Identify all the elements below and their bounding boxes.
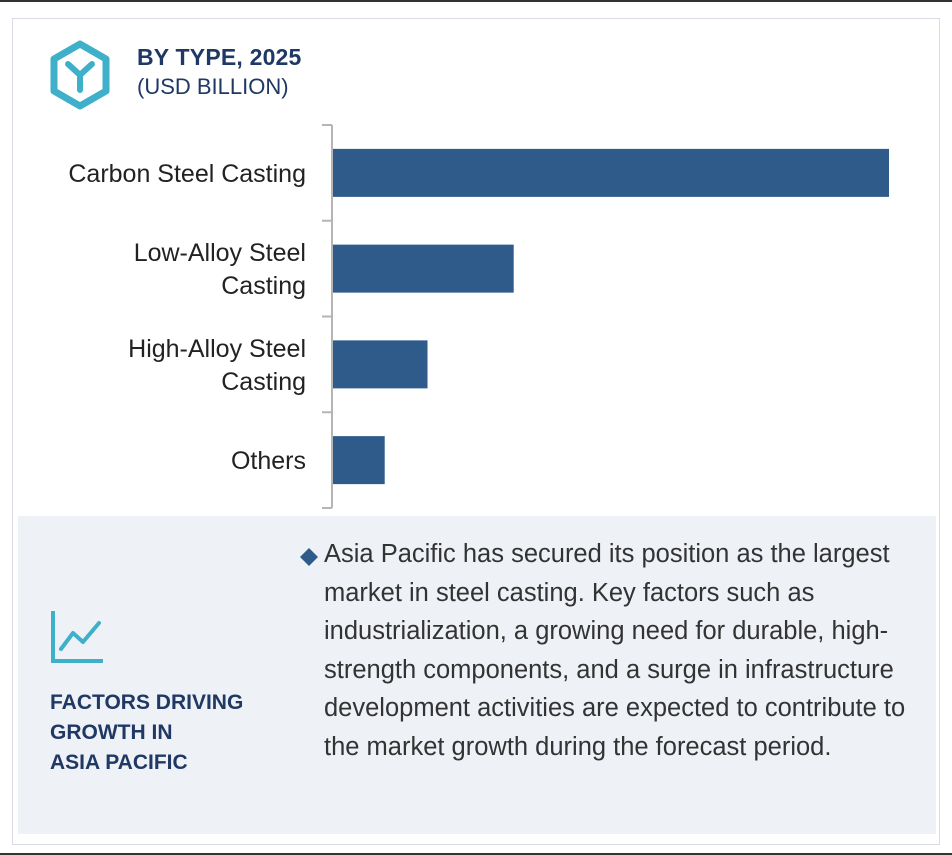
factors-paragraph: Asia Pacific has secured its position as… xyxy=(324,540,906,761)
bar xyxy=(333,244,514,293)
diamond-bullet-icon xyxy=(300,548,318,566)
chart-title: BY TYPE, 2025 xyxy=(137,44,302,70)
hexagon-y-icon xyxy=(50,40,110,110)
factors-title-line: ASIA PACIFIC xyxy=(50,751,188,774)
bar-chart: Carbon Steel Casting Low-Alloy Steel Casti… xyxy=(68,124,889,509)
bar xyxy=(333,340,428,389)
factors-title-line: GROWTH IN xyxy=(50,721,173,744)
bar xyxy=(333,148,889,197)
bar xyxy=(333,436,385,485)
factors-title-line: FACTORS DRIVING xyxy=(50,691,244,714)
category-label: Low-Alloy Steel Casting xyxy=(134,239,306,300)
chart-subtitle: (USD BILLION) xyxy=(137,74,289,99)
factors-title: FACTORS DRIVING GROWTH IN ASIA PACIFIC xyxy=(50,688,280,778)
category-label: Others xyxy=(231,447,306,475)
category-label: High-Alloy Steel Casting xyxy=(128,335,306,396)
factors-panel xyxy=(18,516,936,834)
category-label: Carbon Steel Casting xyxy=(68,160,306,188)
trend-line-chart-icon xyxy=(51,611,103,663)
